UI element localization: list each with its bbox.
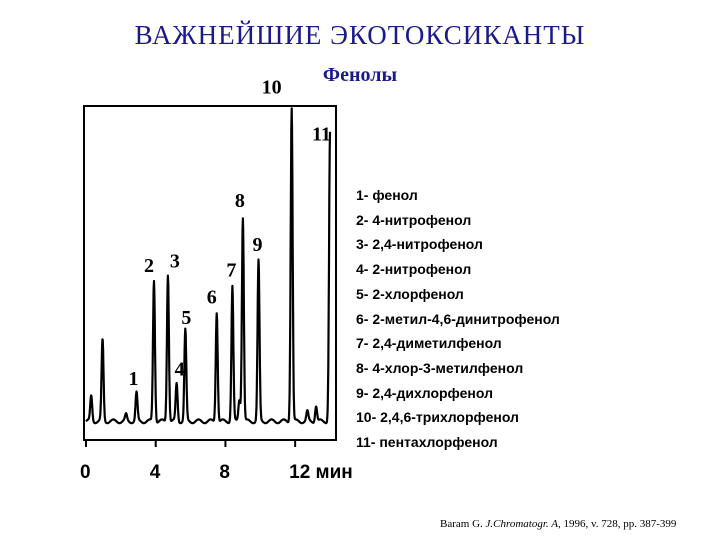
peak-label: 10 bbox=[262, 76, 282, 98]
chromatogram-trace bbox=[85, 107, 332, 425]
legend-item: 2- 4-нитрофенол bbox=[356, 211, 472, 228]
legend-item: 6- 2-метил-4,6-динитрофенол bbox=[356, 310, 560, 327]
legend-item: 11- пентахлорфенол bbox=[356, 434, 498, 451]
peak-label: 8 bbox=[235, 190, 245, 212]
peak-label: 1 bbox=[129, 368, 139, 390]
page-subtitle: Фенолы bbox=[322, 64, 398, 86]
x-tick-label: 0 bbox=[80, 462, 91, 483]
peak-label: 7 bbox=[226, 259, 236, 281]
legend-item: 9- 2,4-дихлорфенол bbox=[356, 384, 493, 401]
citation-author: Baram G. bbox=[440, 518, 483, 530]
peak-legend: 1- фенол 2- 4-нитрофенол 3- 2,4-нитрофенол… bbox=[356, 183, 560, 455]
legend-item: 1- фенол bbox=[356, 187, 418, 203]
x-tick-label: 4 bbox=[150, 462, 161, 483]
legend-item: 8- 4-хлор-3-метилфенол bbox=[356, 359, 524, 376]
peak-label: 5 bbox=[181, 307, 191, 329]
peak-label: 3 bbox=[170, 251, 180, 273]
page-title: ВАЖНЕЙШИЕ ЭКОТОКСИКАНТЫ bbox=[134, 20, 586, 50]
x-tick-label: 12 мин bbox=[289, 462, 353, 483]
citation-journal: J.Chromatogr. A, bbox=[485, 518, 561, 530]
plot-frame bbox=[83, 105, 337, 441]
peak-label: 4 bbox=[175, 359, 185, 381]
citation-details: 1996, v. 728, pp. 387-399 bbox=[563, 518, 677, 530]
peak-label: 2 bbox=[144, 255, 154, 277]
peak-label: 11 bbox=[312, 123, 331, 145]
x-tick-label: 8 bbox=[219, 462, 230, 483]
legend-item: 4- 2-нитрофенол bbox=[356, 261, 472, 278]
legend-item: 10- 2,4,6-трихлорфенол bbox=[356, 409, 519, 426]
peak-label: 6 bbox=[207, 286, 217, 308]
citation: Baram G. J.Chromatogr. A, 1996, v. 728, … bbox=[440, 518, 676, 530]
legend-item: 3- 2,4-нитрофенол bbox=[356, 236, 483, 253]
legend-item: 5- 2-хлорфенол bbox=[356, 285, 464, 302]
legend-item: 7- 2,4-диметилфенол bbox=[356, 335, 502, 352]
peak-label: 9 bbox=[253, 234, 263, 256]
